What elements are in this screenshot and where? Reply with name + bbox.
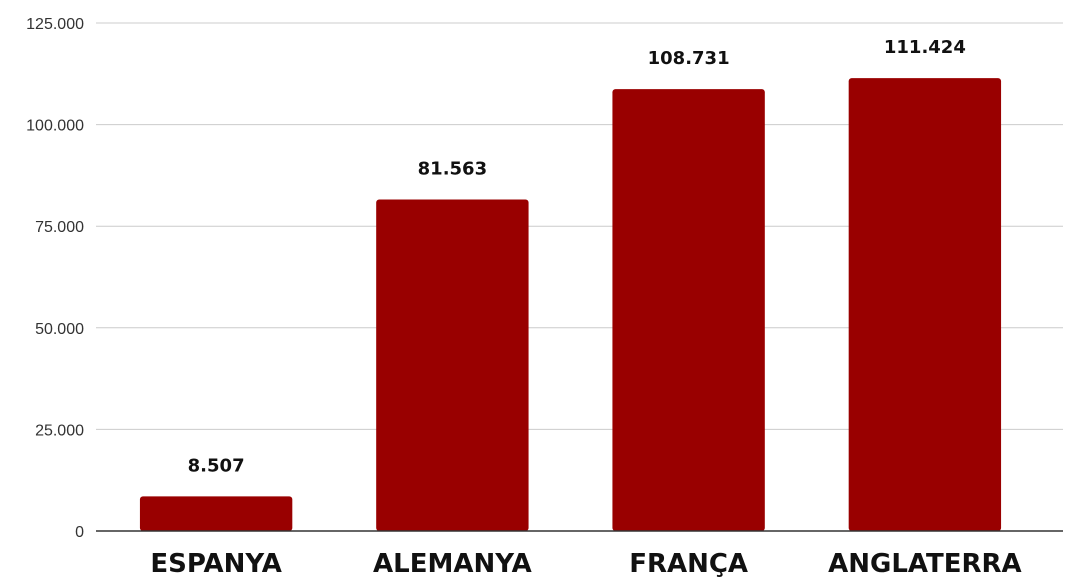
bar: [376, 199, 529, 532]
y-tick-label: 100.000: [26, 118, 84, 135]
y-axis-tick-labels: 0 25.000 50.000 75.000 100.000 125.000: [26, 16, 84, 541]
y-tick-label: 125.000: [26, 16, 84, 33]
y-tick-label: 75.000: [35, 219, 84, 236]
category-label: ANGLATERRA: [828, 549, 1022, 579]
data-label: 111.424: [884, 37, 966, 58]
category-label: ESPANYA: [150, 549, 282, 579]
category-labels: ESPANYA ALEMANYA FRANÇA ANGLATERRA: [150, 549, 1021, 579]
bar: [139, 496, 293, 531]
data-label: 108.731: [648, 48, 730, 69]
category-label: FRANÇA: [629, 549, 748, 579]
y-tick-label: 50.000: [35, 321, 84, 338]
bars: [139, 78, 1002, 532]
bar: [612, 89, 765, 531]
y-tick-label: 0: [75, 524, 84, 541]
y-tick-label: 25.000: [35, 422, 84, 439]
data-label: 81.563: [418, 159, 487, 180]
bar: [848, 78, 1002, 532]
data-labels: 8.507 81.563 108.731 111.424: [188, 37, 966, 476]
data-label: 8.507: [188, 455, 245, 476]
category-label: ALEMANYA: [373, 549, 532, 579]
